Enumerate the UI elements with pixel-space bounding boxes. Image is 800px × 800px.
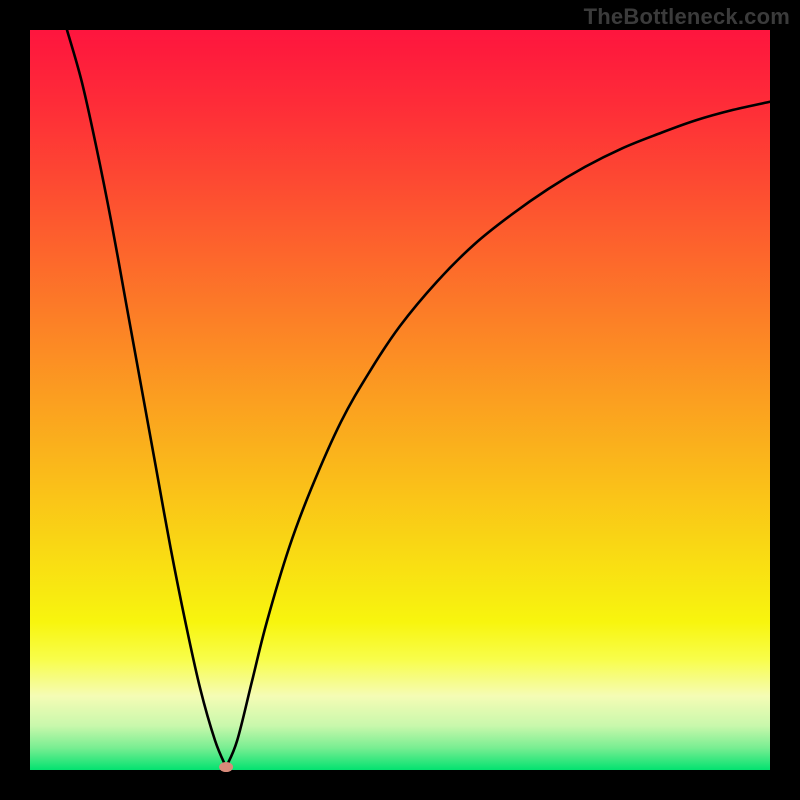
optimum-marker: [219, 762, 233, 772]
watermark-text: TheBottleneck.com: [584, 4, 790, 30]
bottleneck-chart: [0, 0, 800, 800]
chart-container: TheBottleneck.com: [0, 0, 800, 800]
chart-background: [30, 30, 770, 770]
